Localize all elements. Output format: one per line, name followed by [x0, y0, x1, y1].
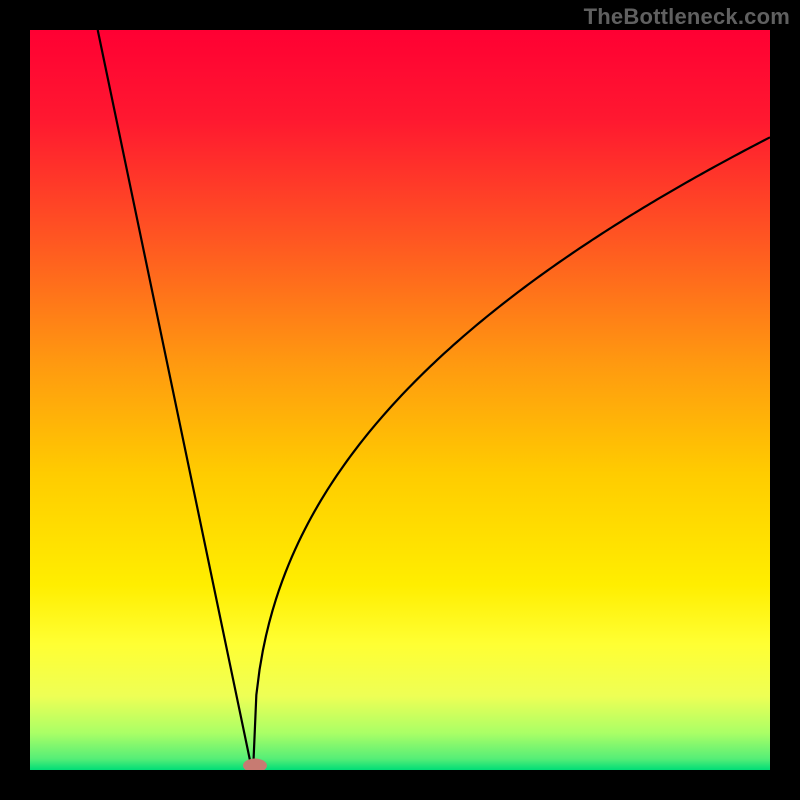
chart-container: TheBottleneck.com	[0, 0, 800, 800]
watermark-text: TheBottleneck.com	[584, 4, 790, 30]
plot-area	[30, 30, 770, 770]
gradient-background	[30, 30, 770, 770]
